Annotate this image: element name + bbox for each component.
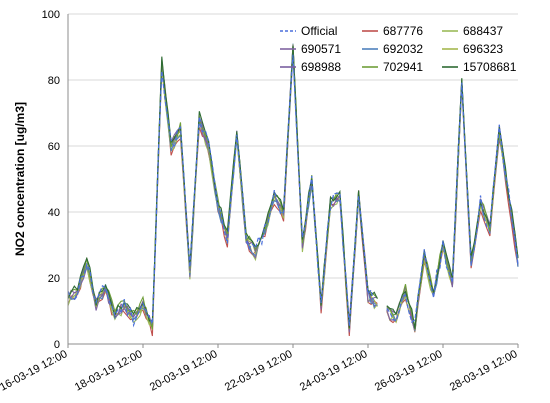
series-line-15708681 — [67, 46, 519, 329]
legend-label: Official — [301, 24, 337, 38]
series-line-690571 — [67, 52, 519, 333]
y-tick-label: 80 — [48, 75, 60, 87]
legend-label: 690571 — [301, 42, 341, 56]
y-tick-label: 40 — [48, 207, 60, 219]
x-tick-labels: 16-03-19 12:00 18-03-19 12:00 20-03-19 12:… — [0, 344, 519, 394]
grid-lines — [68, 13, 518, 279]
x-tick-label: 24-03-19 12:00 — [298, 348, 370, 394]
y-axis-title: NO2 concentration [ug/m3] — [13, 102, 27, 256]
y-tick-label: 0 — [54, 339, 60, 351]
x-tick-label: 20-03-19 12:00 — [148, 348, 220, 394]
legend-label: 702941 — [383, 60, 423, 74]
series-line-688437 — [67, 52, 519, 332]
legend-label: 15708681 — [463, 60, 517, 74]
legend-label: 688437 — [463, 24, 503, 38]
x-tick-label: 18-03-19 12:00 — [73, 348, 145, 394]
y-tick-label: 60 — [48, 141, 60, 153]
y-tick-label: 100 — [42, 9, 60, 21]
x-tick-label: 26-03-19 12:00 — [373, 348, 445, 394]
y-tick-label: 20 — [48, 273, 60, 285]
legend-label: 692032 — [383, 42, 423, 56]
y-tick-labels: 0 20 40 60 80 100 — [42, 9, 60, 351]
series-line-696323 — [67, 44, 519, 331]
legend-label: 698988 — [301, 60, 341, 74]
series-line-698988 — [67, 44, 519, 330]
x-tick-label: 22-03-19 12:00 — [223, 348, 295, 394]
series-line-702941 — [67, 45, 519, 330]
series-line-692032 — [67, 43, 519, 331]
series-line-687776 — [67, 51, 519, 337]
series-line-Official — [67, 54, 519, 328]
legend: Official 687776 688437 690571 692032 696323 69… — [280, 24, 517, 74]
x-tick-label: 16-03-19 12:00 — [0, 348, 69, 394]
series-layer — [67, 43, 519, 337]
legend-label: 687776 — [383, 24, 423, 38]
legend-label: 696323 — [463, 42, 503, 56]
x-tick-label: 28-03-19 12:00 — [448, 348, 520, 394]
